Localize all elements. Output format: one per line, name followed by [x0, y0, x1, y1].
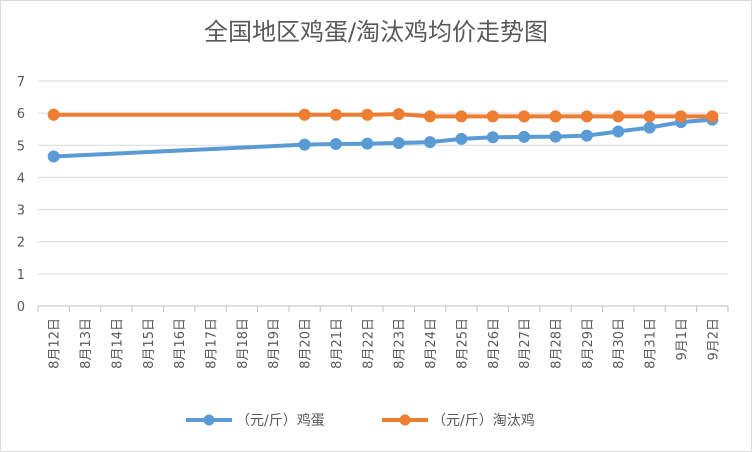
series-line-0 [51, 117, 715, 159]
data-point [298, 138, 311, 151]
legend: （元/斤）鸡蛋 （元/斤）淘汰鸡 [186, 412, 535, 429]
x-tick-label: 8月26日 [487, 318, 502, 369]
y-tick-label: 7 [17, 75, 25, 90]
x-tick-label: 8月13日 [79, 318, 94, 369]
x-tick-label: 8月16日 [173, 318, 188, 369]
y-tick-label: 1 [17, 268, 25, 283]
data-point [392, 137, 405, 150]
data-point [392, 108, 405, 121]
data-point [643, 121, 656, 134]
data-point [580, 129, 593, 142]
x-tick-label: 8月25日 [455, 318, 470, 369]
data-point [486, 131, 499, 144]
data-point [612, 110, 625, 123]
y-tick-label: 5 [17, 139, 25, 154]
x-tick-label: 8月23日 [393, 318, 408, 369]
y-tick-label: 0 [17, 300, 25, 315]
x-tick-label: 8月31日 [644, 318, 659, 369]
data-point [455, 132, 468, 145]
data-point [298, 108, 311, 121]
x-tick-labels: 8月12日 8月13日 8月14日 8月15日 8月16日 8月17日 8月18日 8月19日… [48, 318, 722, 369]
data-point [47, 108, 60, 121]
x-tick-label: 8月30日 [612, 318, 627, 369]
data-point [455, 110, 468, 123]
data-point [486, 110, 499, 123]
y-tick-label: 4 [17, 171, 25, 186]
x-tick-label: 8月17日 [205, 318, 220, 369]
data-point [329, 138, 342, 150]
data-point [518, 110, 531, 123]
series-lines [47, 108, 719, 163]
legend-swatch-marker [399, 414, 411, 426]
data-point [47, 150, 60, 163]
x-tick-label: 8月19日 [267, 318, 282, 369]
data-point [580, 110, 593, 123]
gridlines [38, 80, 728, 275]
x-tick-label: 8月22日 [361, 318, 376, 369]
y-tick-label: 6 [17, 107, 25, 122]
data-point [674, 110, 687, 123]
x-tick-label: 8月14日 [110, 318, 125, 369]
data-point [329, 108, 342, 121]
y-tick-labels: 0 1 2 3 4 5 6 7 [17, 75, 25, 315]
legend-label: （元/斤）鸡蛋 [236, 412, 325, 429]
data-point [643, 110, 656, 123]
x-tick-label: 9月1日 [675, 318, 690, 361]
data-point [549, 130, 562, 143]
x-tick-label: 8月29日 [581, 318, 596, 369]
data-point [361, 108, 374, 121]
x-tick-label: 9月2日 [706, 318, 721, 361]
legend-swatch-marker [203, 414, 215, 426]
data-point [424, 136, 437, 149]
x-tick-label: 8月28日 [550, 318, 565, 369]
data-point [518, 130, 531, 143]
x-tick-label: 8月21日 [330, 318, 345, 369]
data-point [549, 110, 562, 123]
x-tick-label: 8月27日 [518, 318, 533, 369]
data-point [361, 137, 374, 150]
data-point [612, 125, 625, 138]
x-tick-label: 8月18日 [236, 318, 251, 369]
data-point [424, 110, 437, 123]
y-tick-label: 3 [17, 204, 25, 219]
chart-title: 全国地区鸡蛋/淘汰鸡均价走势图 [203, 18, 549, 46]
axes [37, 305, 729, 312]
x-tick-label: 8月24日 [424, 318, 439, 369]
x-tick-label: 8月20日 [299, 318, 314, 369]
data-point [706, 110, 719, 123]
x-tick-label: 8月15日 [142, 318, 157, 369]
y-tick-label: 2 [17, 236, 25, 251]
legend-label: （元/斤）淘汰鸡 [432, 412, 535, 429]
x-tick-label: 8月12日 [48, 318, 63, 369]
